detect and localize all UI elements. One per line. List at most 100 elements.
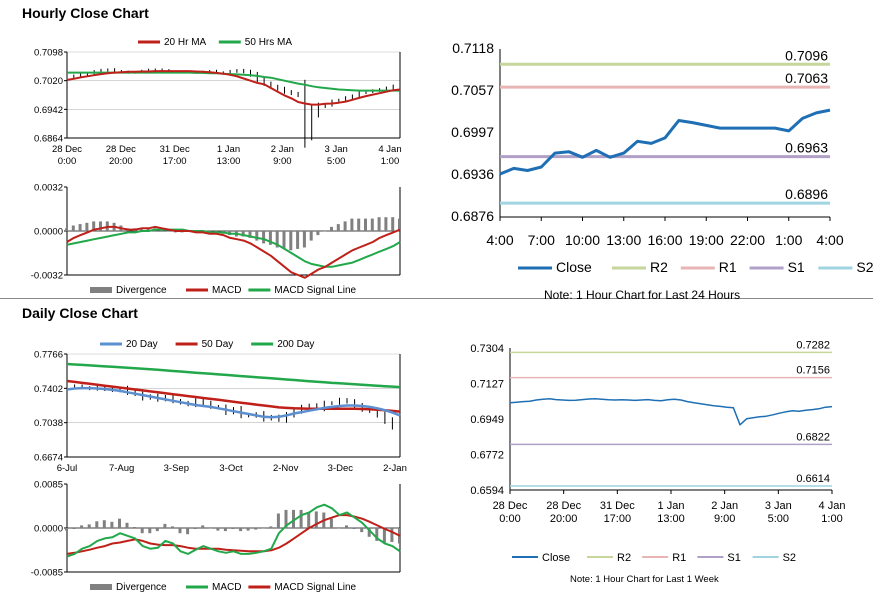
svg-wl-legend-label: Close xyxy=(542,552,570,564)
hourly-price-xtick-date: 1 Jan xyxy=(217,144,240,155)
hourly-price-xtick-time: 17:00 xyxy=(163,156,187,167)
divergence-bar xyxy=(139,228,143,232)
svg-wl-r2-value: 0.7282 xyxy=(796,339,830,351)
svg-wl-r1-value: 0.7156 xyxy=(796,365,830,377)
divergence-bar xyxy=(307,512,311,528)
hourly-price-xtick-time: 9:00 xyxy=(273,156,292,167)
divergence-bar xyxy=(350,218,354,231)
hourly-price-xtick-date: 2 Jan xyxy=(271,144,294,155)
svg-hl-legend-label: S1 xyxy=(788,259,805,275)
divergence-bar xyxy=(398,218,401,231)
svg-wl-ytick: 0.6594 xyxy=(470,485,504,497)
svg-hl-xtick: 16:00 xyxy=(647,232,682,248)
svg-hm-signal-line xyxy=(66,228,401,268)
svg-wl-ytick: 0.6949 xyxy=(470,414,504,426)
divergence-bar xyxy=(72,528,76,529)
divergence-bar xyxy=(390,528,394,542)
divergence-bar xyxy=(262,231,266,244)
divergence-bar xyxy=(316,231,320,236)
svg-dm-legend-label: Divergence xyxy=(116,582,167,593)
daily-price-xtick: 7-Aug xyxy=(109,463,134,474)
daily-price-ytick: 0.6674 xyxy=(34,453,63,464)
svg-dm-ytick: 0.0085 xyxy=(34,480,63,491)
divergence-bar xyxy=(364,218,367,231)
svg-dm-ytick: 0.0000 xyxy=(34,524,63,535)
divergence-bar xyxy=(118,518,121,528)
svg-wl-legend-label: R2 xyxy=(617,552,631,564)
svg-hl-ytick: 0.6876 xyxy=(451,208,494,224)
daily-price-svg: 20 Day 50 Day 200 Day 0.7766 0.7402 0.7038 0.6… xyxy=(34,339,407,474)
divergence-bar xyxy=(377,217,381,231)
svg-wl-xtick-time: 13:00 xyxy=(657,513,685,525)
hourly-macd-chart: 0.0032 0.0000 -0.0032 Divergence MACD MACD Si… xyxy=(0,178,420,298)
svg-hl-r2-value: 0.7096 xyxy=(785,47,828,63)
svg-dm-signal-line xyxy=(66,514,401,555)
svg-hl-note: Note: 1 Hour Chart for Last 24 Hours xyxy=(544,288,740,302)
divergence-bar xyxy=(248,231,252,238)
hourly-price-ytick: 0.6864 xyxy=(34,134,63,145)
svg-wl-xtick-date: 31 Dec xyxy=(600,500,635,512)
divergence-bar xyxy=(178,528,182,534)
hourly-levels-svg: 0.7118 0.7057 0.6997 0.6936 0.6876 0.7096 0.70… xyxy=(451,40,873,302)
divergence-bar xyxy=(268,231,272,245)
svg-hl-xtick: 13:00 xyxy=(606,232,641,248)
daily-macd-chart: 0.0085 0.0000 -0.0085 Divergence MACD MACD Si… xyxy=(0,475,420,595)
daily-price-ytick: 0.7402 xyxy=(34,384,63,395)
divergence-bar xyxy=(289,231,293,251)
hourly-price-ytick: 0.7098 xyxy=(34,48,63,59)
daily-price-xtick: 3-Dec xyxy=(328,463,354,474)
divergence-bar xyxy=(382,528,386,543)
hourly-price-xtick-date: 28 Dec xyxy=(106,144,136,155)
divergence-bar xyxy=(254,528,258,530)
svg-hm-legend-label: MACD Signal Line xyxy=(274,285,356,296)
daily-price-legend-label: 200 Day xyxy=(277,339,314,350)
divergence-bar xyxy=(155,528,159,532)
weekly-levels-svg: 0.7304 0.7127 0.6949 0.6772 0.6594 0.7282 0.71… xyxy=(470,339,845,585)
hourly-price-xtick-time: 0:00 xyxy=(58,156,77,167)
divergence-bar xyxy=(85,222,89,232)
hourly-price-xtick-date: 4 Jan xyxy=(378,144,401,155)
daily-price-legend-label: 20 Day xyxy=(126,339,158,350)
daily-section-title: Daily Close Chart xyxy=(22,305,138,321)
svg-wl-xtick-time: 17:00 xyxy=(604,513,632,525)
divergence-bar xyxy=(269,526,273,528)
divergence-bar xyxy=(223,528,227,532)
svg-hm-ytick: 0.0032 xyxy=(34,183,63,194)
hourly-price-chart: 20 Hr MA 50 Hrs MA 0.7098 0.7020 0.6942 0.686… xyxy=(0,30,420,175)
svg-hl-xtick: 4:00 xyxy=(816,232,843,248)
divergence-bar xyxy=(99,221,102,231)
daily-price-ytick: 0.7766 xyxy=(34,350,63,361)
divergence-bar xyxy=(186,528,190,535)
svg-hm-ytick: 0.0000 xyxy=(34,227,63,238)
daily-price-xtick: 2-Nov xyxy=(273,463,299,474)
divergence-bar xyxy=(360,528,364,533)
svg-wl-xtick-date: 28 Dec xyxy=(493,500,528,512)
divergence-bar xyxy=(80,525,84,528)
svg-hm-legend-swatch xyxy=(90,287,112,293)
svg-hl-legend-label: Close xyxy=(556,259,592,275)
svg-wl-xtick-time: 1:00 xyxy=(821,513,842,525)
divergence-bar xyxy=(323,231,327,232)
daily-ma50-line xyxy=(66,379,401,413)
svg-dm-legend-label: MACD xyxy=(212,582,241,593)
svg-hl-legend-label: S2 xyxy=(856,259,873,275)
divergence-bar xyxy=(336,224,340,231)
svg-hl-xtick: 10:00 xyxy=(565,232,600,248)
hourly-macd-svg: 0.0032 0.0000 -0.0032 Divergence MACD MACD Si… xyxy=(31,183,401,296)
divergence-bar xyxy=(345,525,348,528)
svg-wl-s2-value: 0.6614 xyxy=(796,473,830,485)
svg-wl-legend-label: R1 xyxy=(672,552,686,564)
svg-wl-xtick-time: 20:00 xyxy=(550,513,578,525)
hourly-price-legend-label: 50 Hrs MA xyxy=(245,37,293,48)
divergence-bar xyxy=(171,526,174,528)
divergence-bar xyxy=(78,224,82,231)
svg-wl-legend-label: S2 xyxy=(783,552,796,564)
svg-wl-xtick-date: 3 Jan xyxy=(765,500,792,512)
svg-hl-s1-value: 0.6963 xyxy=(785,140,828,156)
svg-wl-xtick-date: 28 Dec xyxy=(546,500,581,512)
svg-wl-xtick-time: 0:00 xyxy=(499,513,520,525)
divergence-bar xyxy=(261,528,265,529)
svg-wl-ytick: 0.7304 xyxy=(470,343,504,355)
svg-hl-r1-value: 0.7063 xyxy=(785,70,828,86)
hourly-price-xtick-date: 28 Dec xyxy=(52,144,82,155)
